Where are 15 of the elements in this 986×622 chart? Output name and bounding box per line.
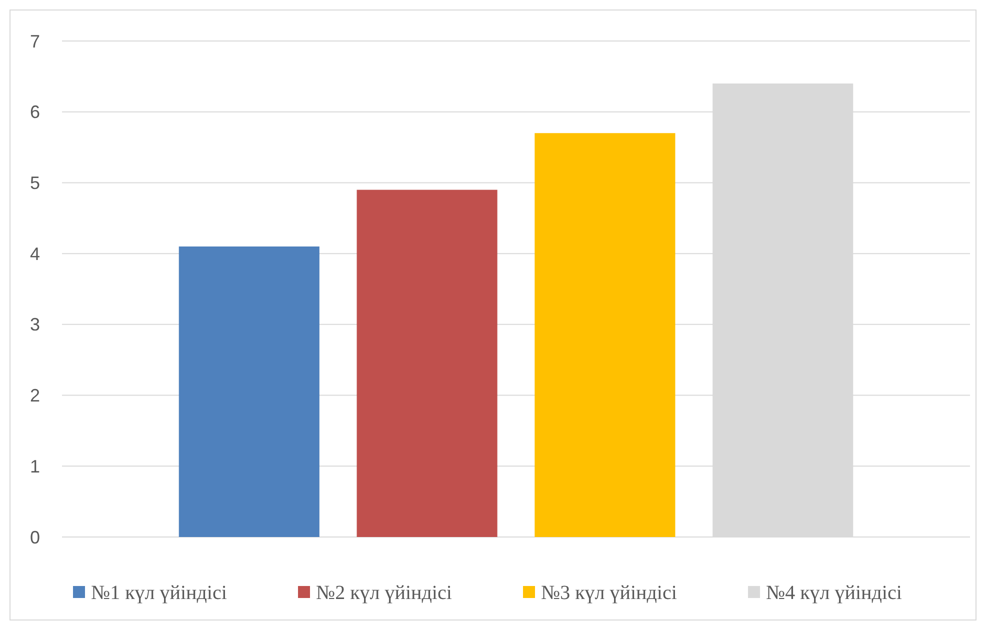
bar	[356, 190, 498, 537]
legend-label: №3 күл үйіндісі	[541, 582, 678, 604]
bar	[178, 246, 320, 537]
y-tick-label: 2	[30, 386, 40, 406]
y-tick-label: 5	[30, 173, 40, 194]
legend-label: №4 күл үйіндісі	[766, 582, 902, 604]
y-tick-label: 0	[30, 527, 40, 548]
y-tick-label: 7	[30, 31, 40, 52]
y-tick-label: 4	[30, 244, 40, 264]
legend-label: №1 күл үйіндісі	[91, 582, 228, 604]
bar	[534, 133, 676, 537]
y-tick-label: 6	[30, 102, 40, 122]
legend-label: №2 күл үйіндісі	[316, 582, 452, 604]
y-tick-label: 1	[30, 456, 40, 476]
y-tick-label: 3	[30, 314, 40, 335]
